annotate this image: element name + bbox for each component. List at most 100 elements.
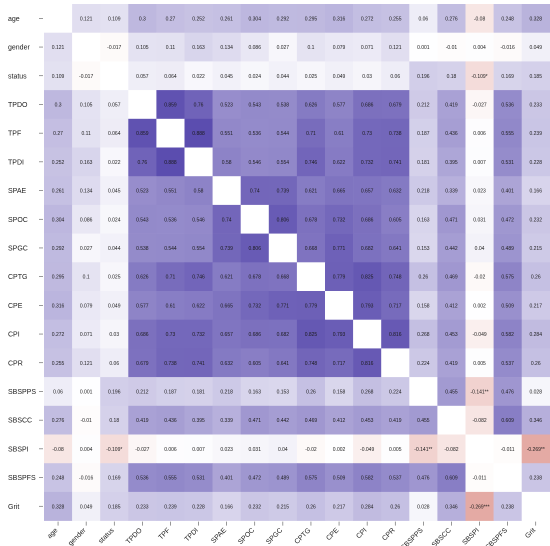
cell-value-label: 0.419 bbox=[389, 418, 402, 424]
heatmap-cell bbox=[353, 176, 382, 206]
cell-value-label: 0.779 bbox=[305, 303, 318, 309]
heatmap-cell bbox=[381, 61, 410, 91]
heatmap-cell bbox=[128, 377, 157, 407]
heatmap-cell bbox=[184, 491, 213, 521]
heatmap-cell bbox=[381, 4, 410, 33]
column-label: SPGC bbox=[265, 527, 284, 546]
heatmap-cell bbox=[296, 463, 326, 493]
heatmap-cell bbox=[493, 491, 522, 521]
cell-value-label: -0.02 bbox=[474, 275, 486, 281]
cell-value-label: 0.26 bbox=[306, 504, 316, 510]
heatmap-cell bbox=[325, 463, 354, 493]
heatmap-cell bbox=[493, 262, 522, 292]
cell-value-label: 0.006 bbox=[164, 447, 177, 453]
heatmap-cell bbox=[212, 4, 241, 33]
heatmap-cell bbox=[325, 491, 354, 521]
cell-value-label: 0.276 bbox=[52, 418, 65, 424]
cell-value-label: 0.255 bbox=[52, 361, 65, 367]
cell-value-label: 0.806 bbox=[277, 217, 290, 223]
heatmap-cell bbox=[409, 4, 438, 33]
cell-value-label: 0.238 bbox=[501, 504, 514, 510]
cell-value-label: 0.605 bbox=[389, 217, 402, 223]
heatmap-cell bbox=[437, 61, 466, 91]
heatmap-cell bbox=[212, 176, 241, 206]
heatmap-cell bbox=[521, 291, 550, 320]
row-label: Grit bbox=[8, 504, 19, 511]
cell-value-label: -0.082 bbox=[472, 418, 486, 424]
cell-value-label: 0.185 bbox=[108, 504, 121, 510]
cell-value-label: 0.071 bbox=[80, 332, 93, 338]
cell-value-label: 0.212 bbox=[417, 102, 430, 108]
heatmap-cell bbox=[184, 147, 213, 177]
cell-value-label: 0.531 bbox=[501, 160, 514, 166]
heatmap-cell bbox=[240, 463, 270, 493]
cell-value-label: 0.346 bbox=[445, 504, 458, 510]
heatmap-cell bbox=[184, 204, 213, 234]
cell-value-label: 0.732 bbox=[248, 303, 261, 309]
cell-value-label: 0.224 bbox=[417, 361, 430, 367]
heatmap-cell bbox=[465, 204, 494, 234]
cell-value-label: 0.255 bbox=[389, 16, 402, 22]
heatmap-cell bbox=[409, 348, 438, 378]
cell-value-label: 0.134 bbox=[220, 45, 233, 51]
heatmap-cell bbox=[296, 90, 326, 120]
cell-value-label: 0.26 bbox=[418, 275, 428, 281]
heatmap-cell bbox=[465, 4, 494, 33]
cell-value-label: 0.261 bbox=[220, 16, 233, 22]
heatmap-cell bbox=[353, 491, 382, 521]
cell-value-label: 0.806 bbox=[248, 246, 261, 252]
cell-value-label: 0.793 bbox=[333, 332, 346, 338]
cell-value-label: 0.086 bbox=[248, 45, 261, 51]
heatmap-cell bbox=[268, 463, 298, 493]
heatmap-cell bbox=[128, 463, 157, 493]
heatmap-cell bbox=[437, 4, 466, 33]
cell-value-label: 0.738 bbox=[164, 361, 177, 367]
heatmap-cell bbox=[296, 233, 326, 263]
cell-value-label: 0.232 bbox=[248, 504, 261, 510]
heatmap-cell bbox=[381, 90, 410, 120]
heatmap-cell bbox=[381, 491, 410, 521]
cell-value-label: 0.442 bbox=[277, 418, 290, 424]
cell-value-label: 0.73 bbox=[362, 131, 372, 137]
heatmap-cell bbox=[353, 61, 382, 91]
cell-value-label: 0.044 bbox=[277, 74, 290, 80]
cell-value-label: 0.158 bbox=[417, 303, 430, 309]
cell-value-label: 0.284 bbox=[529, 332, 542, 338]
cell-value-label: 0.419 bbox=[136, 418, 149, 424]
cell-value-label: 0.686 bbox=[248, 332, 261, 338]
cell-value-label: 0.738 bbox=[389, 131, 402, 137]
cell-value-label: 0.678 bbox=[305, 217, 318, 223]
heatmap-cell bbox=[381, 147, 410, 177]
heatmap-cell bbox=[156, 405, 185, 435]
cell-value-label: 0.3 bbox=[139, 16, 146, 22]
heatmap-cell bbox=[240, 377, 270, 407]
heatmap-cell bbox=[100, 491, 129, 521]
heatmap-cell bbox=[240, 4, 270, 33]
cell-value-label: 0.732 bbox=[361, 160, 374, 166]
heatmap-cell bbox=[437, 405, 466, 435]
heatmap-cell bbox=[381, 377, 410, 407]
cell-value-label: 0.746 bbox=[305, 160, 318, 166]
cell-value-label: 0.215 bbox=[529, 246, 542, 252]
heatmap-cell bbox=[240, 491, 270, 521]
heatmap-cell bbox=[325, 262, 354, 292]
cell-value-label: 0.109 bbox=[52, 74, 65, 80]
cell-value-label: 0.079 bbox=[80, 303, 93, 309]
cell-value-label: 0.554 bbox=[277, 160, 290, 166]
cell-value-label: 0.181 bbox=[417, 160, 430, 166]
heatmap-cell bbox=[240, 147, 270, 177]
cell-value-label: 0.005 bbox=[473, 361, 486, 367]
heatmap-cell bbox=[437, 176, 466, 206]
cell-value-label: 0.748 bbox=[389, 275, 402, 281]
heatmap-cell bbox=[44, 262, 73, 292]
heatmap-cell bbox=[409, 32, 438, 62]
cell-value-label: 0.268 bbox=[417, 332, 430, 338]
cell-value-label: 0.272 bbox=[52, 332, 65, 338]
heatmap-cell bbox=[353, 118, 382, 148]
heatmap-cell bbox=[212, 348, 241, 378]
cell-value-label: 0.73 bbox=[166, 332, 176, 338]
cell-value-label: 0.816 bbox=[389, 332, 402, 338]
heatmap-cell bbox=[353, 291, 382, 320]
heatmap-cell bbox=[184, 434, 213, 464]
heatmap-cell bbox=[44, 90, 73, 120]
